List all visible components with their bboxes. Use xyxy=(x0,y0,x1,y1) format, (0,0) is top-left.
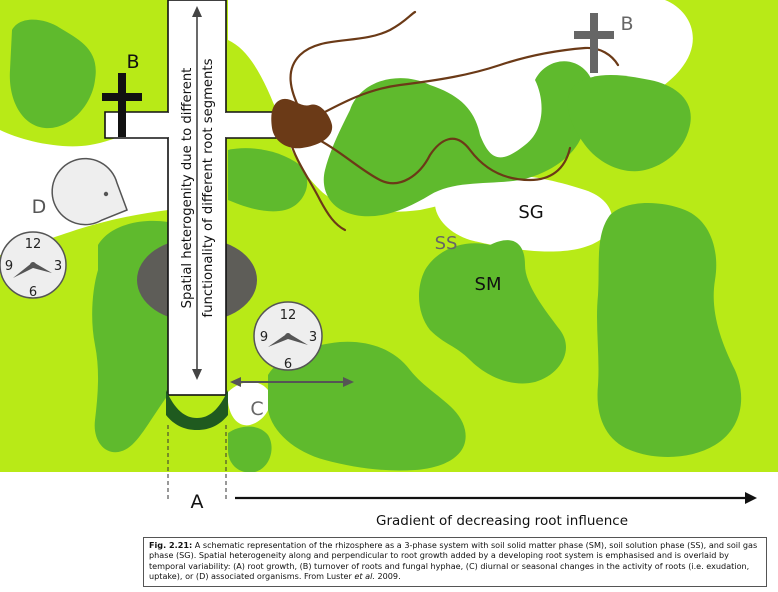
bottom-margin xyxy=(0,472,778,537)
soil-gas-phase-bottom xyxy=(227,381,271,426)
lateral-root-left xyxy=(104,111,168,139)
turnover-cross-grey xyxy=(574,13,614,73)
label-d: D xyxy=(32,196,47,218)
soil-solid-aggregate xyxy=(268,341,466,471)
label-sg: SG xyxy=(518,202,543,223)
clock-right-12: 12 xyxy=(280,308,297,323)
label-ss: SS xyxy=(435,233,458,254)
soil-solid-aggregate xyxy=(228,426,272,473)
fungal-body xyxy=(271,98,333,149)
fungal-hypha xyxy=(308,133,572,185)
label-b-left: B xyxy=(126,51,139,73)
pacman-organism xyxy=(51,157,128,226)
vertical-heterogeneity-arrow xyxy=(192,6,202,380)
caption-text-1: A schematic representation of the rhizos… xyxy=(149,540,758,582)
turnover-cross-black xyxy=(102,73,142,137)
caption-text-2: 2009. xyxy=(374,571,401,582)
clock-right-6: 6 xyxy=(284,357,292,372)
clock-left-3: 3 xyxy=(54,259,62,274)
gradient-label: Gradient of decreasing root influence xyxy=(376,513,628,529)
root-tip xyxy=(166,390,228,430)
clock-right-3: 3 xyxy=(309,330,317,345)
label-b-right: B xyxy=(620,13,633,35)
clock-left: 12 3 6 9 xyxy=(0,231,67,300)
rhizosphere-diagram: 12 3 6 9 12 3 6 9 Spatial heterogenity d… xyxy=(0,0,778,537)
pacman-eye xyxy=(103,191,109,197)
heterogeneity-label-line1: Spatial heterogenity due to different xyxy=(180,68,195,309)
clock-left-9: 9 xyxy=(5,259,13,274)
soil-solid-aggregate xyxy=(597,203,742,457)
soil-solid-aggregate xyxy=(418,240,566,384)
figure-caption: Fig. 2.21: A schematic representation of… xyxy=(143,537,767,587)
fungal-hypha xyxy=(289,10,417,112)
soil-solid-aggregate xyxy=(9,19,96,129)
lateral-heterogeneity-arrow xyxy=(230,377,354,387)
figure-number: Fig. 2.21: xyxy=(149,540,193,550)
label-a: A xyxy=(191,491,204,513)
clock-left-6: 6 xyxy=(29,285,37,300)
heterogeneity-label-line2: functionality of different root segments xyxy=(201,58,216,317)
clock-right-9: 9 xyxy=(260,330,268,345)
soil-solid-aggregate xyxy=(567,75,691,172)
label-sm: SM xyxy=(475,274,502,295)
soil-solid-aggregate xyxy=(323,61,595,217)
caption-etal: et al. xyxy=(354,571,375,582)
label-c: C xyxy=(250,398,263,420)
soil-gas-phase-center xyxy=(434,173,612,252)
clock-left-12: 12 xyxy=(25,237,42,252)
gradient-arrow xyxy=(235,492,757,504)
clock-right: 12 3 6 9 xyxy=(253,301,323,372)
fungal-hypha xyxy=(288,138,347,232)
soil-solid-aggregate xyxy=(228,148,308,212)
